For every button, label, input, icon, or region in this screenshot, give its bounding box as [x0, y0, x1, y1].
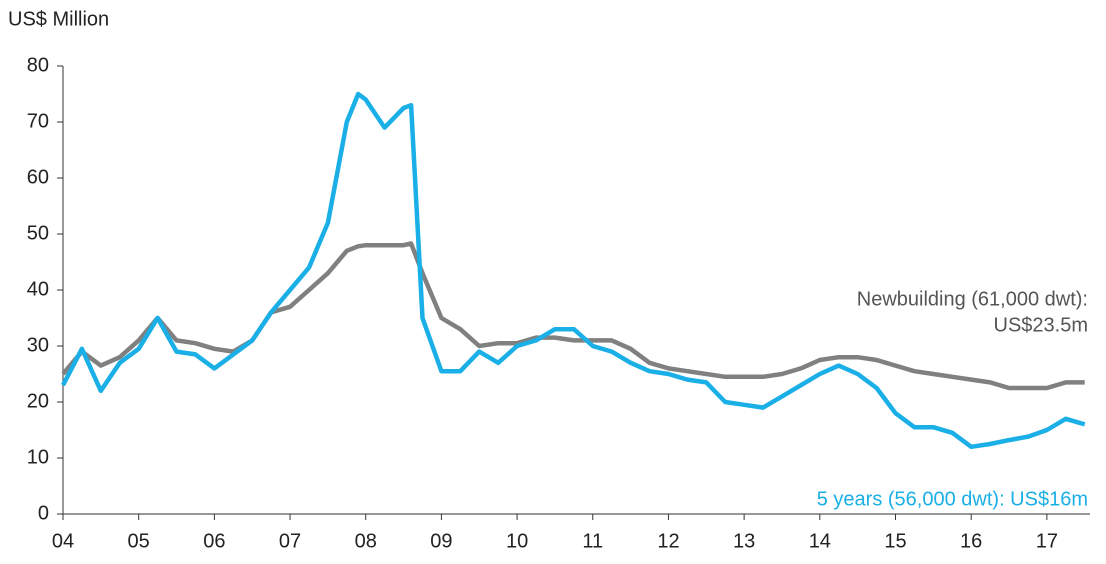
- y-tick-label: 30: [27, 334, 49, 356]
- series-annotation: 5 years (56,000 dwt): US$16m: [817, 488, 1088, 510]
- x-tick-label: 13: [733, 530, 755, 552]
- x-tick-label: 08: [355, 530, 377, 552]
- y-tick-label: 0: [38, 502, 49, 524]
- y-tick-label: 20: [27, 390, 49, 412]
- y-axis-label: US$ Million: [8, 8, 109, 30]
- x-tick-label: 17: [1036, 530, 1058, 552]
- x-tick-label: 09: [430, 530, 452, 552]
- y-tick-label: 10: [27, 446, 49, 468]
- x-tick-label: 10: [506, 530, 528, 552]
- y-tick-label: 70: [27, 110, 49, 132]
- y-tick-label: 80: [27, 54, 49, 76]
- series-annotation: US$23.5m: [994, 314, 1089, 336]
- x-tick-label: 04: [52, 530, 74, 552]
- x-tick-label: 15: [884, 530, 906, 552]
- x-tick-label: 16: [960, 530, 982, 552]
- y-tick-label: 60: [27, 166, 49, 188]
- x-tick-label: 12: [657, 530, 679, 552]
- x-tick-label: 14: [809, 530, 831, 552]
- x-tick-label: 07: [279, 530, 301, 552]
- x-tick-label: 06: [203, 530, 225, 552]
- y-tick-label: 40: [27, 278, 49, 300]
- x-tick-label: 05: [128, 530, 150, 552]
- series-line: [61, 91, 1086, 450]
- y-tick-label: 50: [27, 222, 49, 244]
- series-annotation: Newbuilding (61,000 dwt):: [857, 288, 1088, 310]
- x-tick-label: 11: [582, 530, 603, 552]
